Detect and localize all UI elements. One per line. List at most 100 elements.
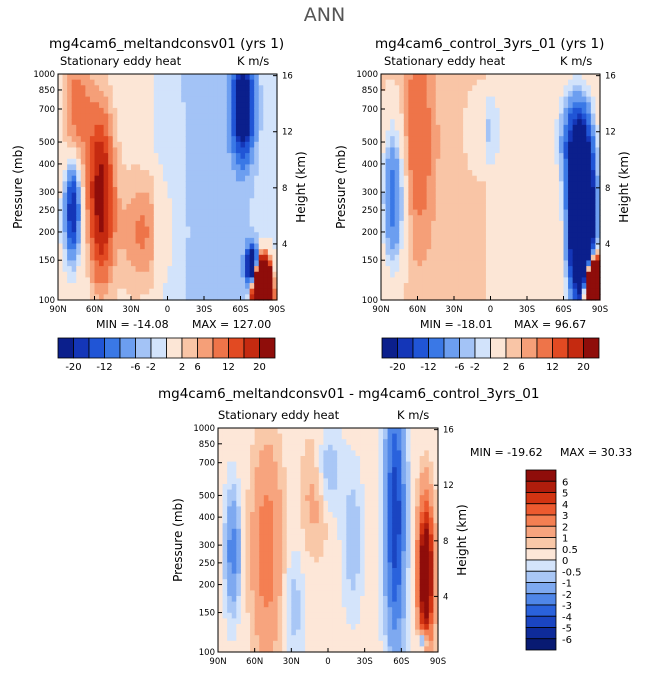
heatmap-cell bbox=[517, 119, 524, 126]
heatmap-cell bbox=[540, 164, 546, 171]
heatmap-cell bbox=[89, 164, 96, 171]
heatmap-cell bbox=[522, 124, 528, 132]
heatmap-cell bbox=[572, 260, 578, 267]
heatmap-cell bbox=[513, 198, 519, 205]
heatmap-cell bbox=[190, 153, 196, 160]
heatmap-cell bbox=[208, 130, 214, 137]
heatmap-cell bbox=[422, 147, 428, 154]
heatmap-cell bbox=[226, 119, 232, 126]
heatmap-cell bbox=[536, 79, 542, 86]
heatmap-cell bbox=[467, 254, 473, 262]
heatmap-cell bbox=[412, 288, 419, 295]
heatmap-cell bbox=[185, 226, 191, 233]
heatmap-cell bbox=[58, 226, 64, 233]
heatmap-cell bbox=[554, 288, 560, 295]
heatmap-cell bbox=[549, 226, 555, 233]
heatmap-cell bbox=[517, 203, 524, 211]
heatmap-cell bbox=[568, 170, 574, 177]
heatmap-cell bbox=[476, 226, 482, 233]
heatmap-cell bbox=[309, 562, 315, 569]
heatmap-cell bbox=[254, 551, 260, 558]
heatmap-cell bbox=[245, 277, 251, 284]
heatmap-cell bbox=[103, 164, 109, 171]
heatmap-cell bbox=[231, 220, 237, 228]
heatmap-cell bbox=[267, 164, 274, 171]
heatmap-cell bbox=[263, 266, 269, 273]
heatmap-cell bbox=[385, 187, 391, 194]
heatmap-cell bbox=[231, 590, 237, 597]
heatmap-cell bbox=[126, 175, 132, 182]
heatmap-cell bbox=[490, 164, 496, 171]
heatmap-cell bbox=[300, 635, 306, 642]
heatmap-cell bbox=[135, 181, 141, 188]
heatmap-cell bbox=[89, 226, 96, 233]
heatmap-cell bbox=[527, 136, 533, 143]
heatmap-cell bbox=[162, 232, 169, 239]
heatmap-cell bbox=[254, 489, 260, 496]
heatmap-cell bbox=[222, 635, 228, 642]
heatmap-cell bbox=[454, 232, 460, 239]
heatmap-cell bbox=[305, 601, 311, 608]
heatmap-cell bbox=[586, 119, 592, 126]
heatmap-cell bbox=[581, 130, 587, 137]
heatmap-cell bbox=[249, 266, 255, 273]
heatmap-cell bbox=[144, 119, 150, 126]
heatmap-cell bbox=[208, 181, 214, 188]
heatmap-cell bbox=[181, 164, 187, 171]
heatmap-cell bbox=[89, 187, 96, 194]
heatmap-cell bbox=[231, 439, 237, 446]
heatmap-cell bbox=[181, 203, 187, 211]
heatmap-cell bbox=[581, 237, 587, 245]
heatmap-cell bbox=[536, 294, 542, 301]
heatmap-cell bbox=[513, 271, 519, 278]
heatmap-cell bbox=[286, 478, 292, 485]
heatmap-cell bbox=[144, 102, 150, 109]
heatmap-cell bbox=[162, 181, 169, 188]
heatmap-cell bbox=[67, 141, 73, 149]
heatmap-cell bbox=[167, 260, 173, 267]
heatmap-cell bbox=[499, 164, 505, 171]
heatmap-cell bbox=[435, 288, 441, 295]
heatmap-cell bbox=[126, 102, 132, 109]
heatmap-cell bbox=[291, 573, 297, 580]
heatmap-cell bbox=[254, 444, 260, 451]
heatmap-cell bbox=[250, 584, 256, 591]
heatmap-cell bbox=[245, 79, 251, 86]
heatmap-cell bbox=[208, 170, 214, 177]
heatmap-cell bbox=[240, 243, 246, 250]
heatmap-cell bbox=[226, 232, 232, 239]
heatmap-cell bbox=[249, 164, 255, 171]
heatmap-cell bbox=[217, 187, 223, 194]
heatmap-cell bbox=[563, 136, 569, 143]
heatmap-cell bbox=[144, 107, 150, 115]
heatmap-cell bbox=[135, 79, 141, 86]
heatmap-cell bbox=[381, 243, 387, 250]
heatmap-cell bbox=[208, 283, 214, 290]
heatmap-cell bbox=[117, 136, 123, 143]
heatmap-cell bbox=[394, 175, 400, 182]
heatmap-cell bbox=[305, 523, 311, 530]
heatmap-cell bbox=[273, 484, 279, 491]
heatmap-cell bbox=[403, 124, 409, 132]
heatmap-cell bbox=[417, 136, 423, 143]
heatmap-cell bbox=[399, 79, 405, 86]
heatmap-cell bbox=[318, 478, 325, 485]
heatmap-cell bbox=[318, 618, 325, 625]
heatmap-cell bbox=[549, 107, 555, 115]
heatmap-cell bbox=[476, 130, 482, 137]
heatmap-cell bbox=[263, 506, 270, 513]
heatmap-cell bbox=[517, 237, 524, 245]
heatmap-cell bbox=[590, 113, 597, 120]
heatmap-cell bbox=[144, 158, 150, 165]
heatmap-cell bbox=[449, 90, 455, 98]
heatmap-cell bbox=[190, 294, 196, 301]
heatmap-cell bbox=[268, 635, 274, 642]
heatmap-cell bbox=[485, 164, 492, 171]
heatmap-cell bbox=[62, 153, 68, 160]
heatmap-cell bbox=[222, 96, 228, 103]
heatmap-cell bbox=[517, 283, 524, 290]
heatmap-cell bbox=[390, 294, 396, 301]
heatmap-cell bbox=[549, 266, 555, 273]
heatmap-cell bbox=[99, 203, 105, 211]
heatmap-cell bbox=[204, 288, 210, 295]
